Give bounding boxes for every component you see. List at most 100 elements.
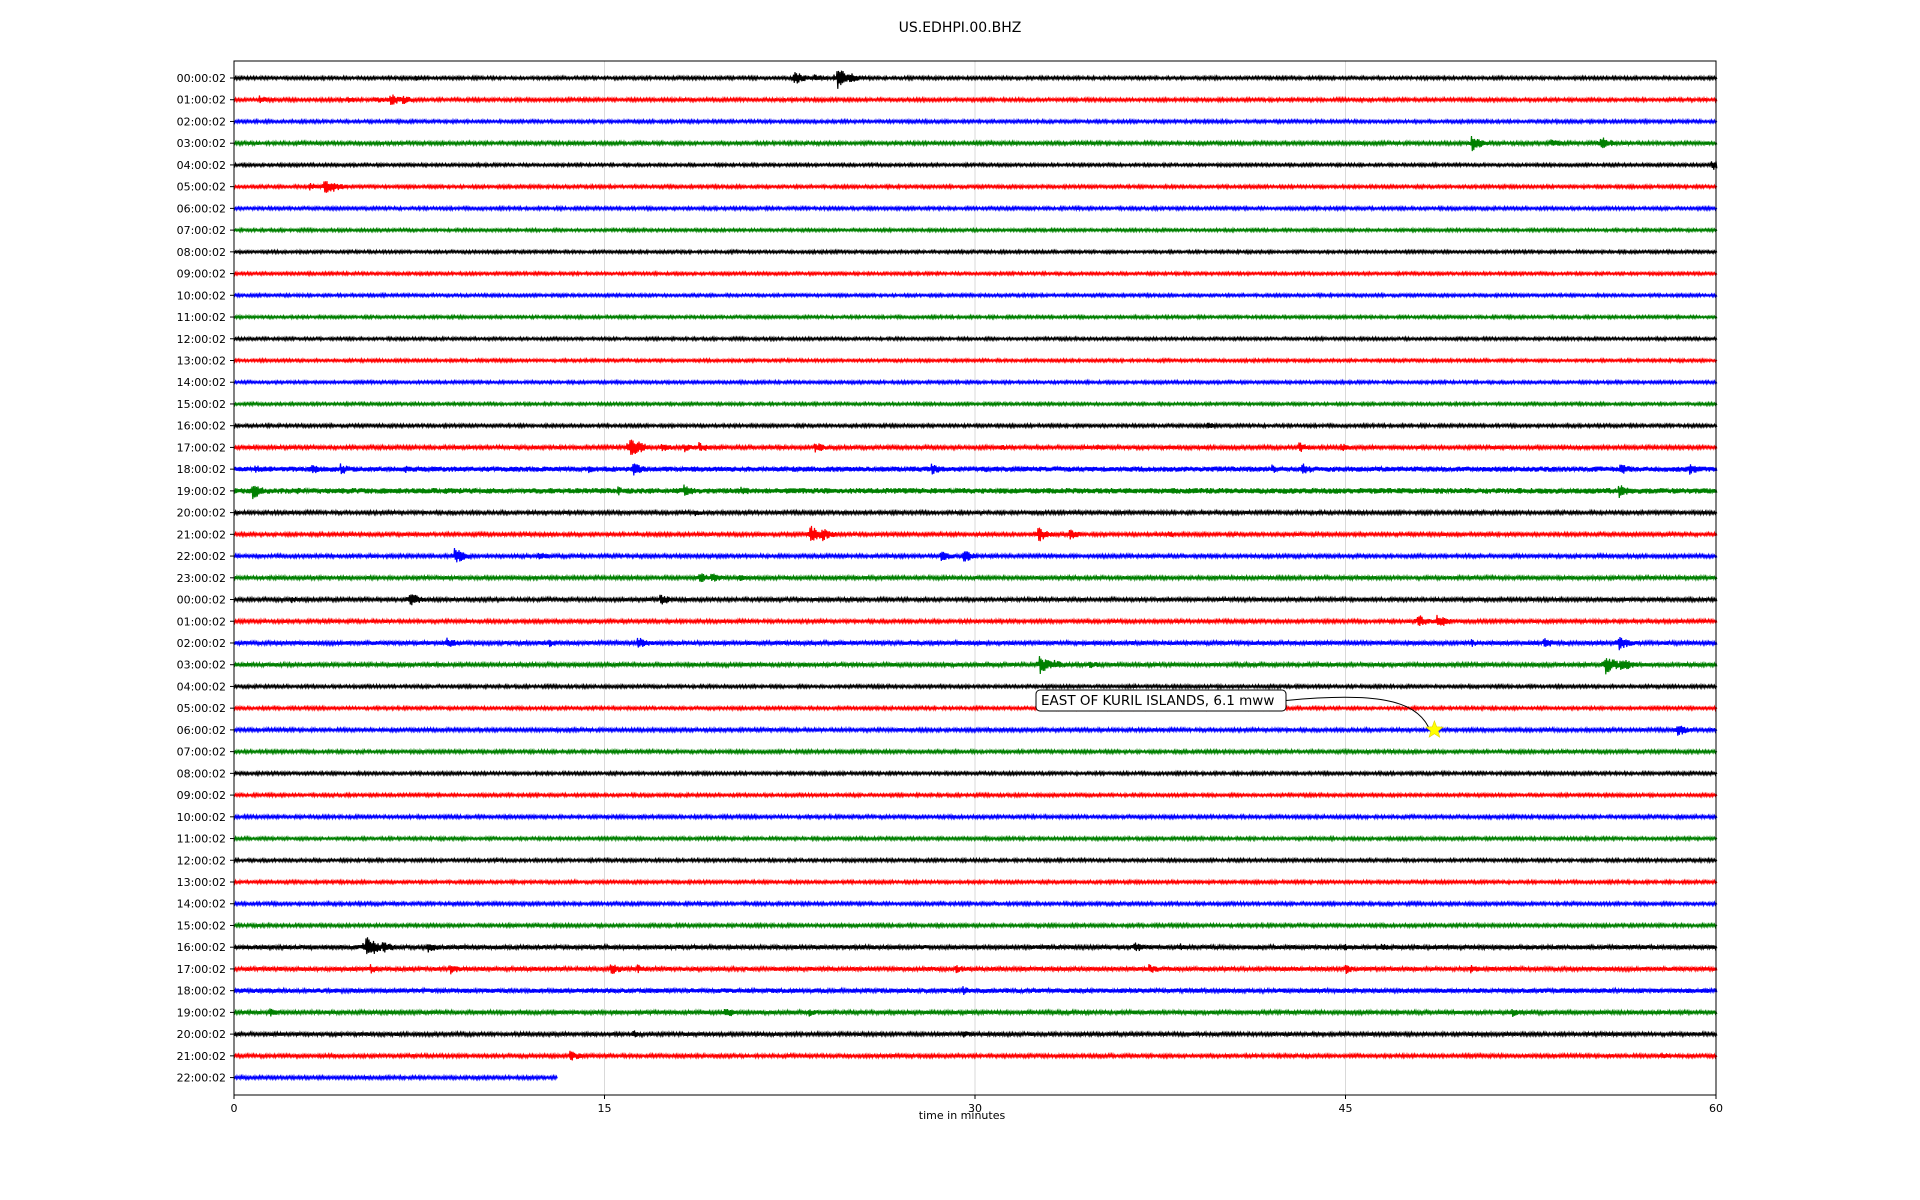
y-tick-label: 13:00:02 (177, 354, 226, 367)
trace-row (233, 636, 1718, 651)
y-tick-label: 11:00:02 (177, 311, 226, 324)
trace-row (233, 1008, 1718, 1018)
y-tick-label: 14:00:02 (177, 376, 226, 389)
y-tick-label: 11:00:02 (177, 833, 226, 846)
y-tick-label: 09:00:02 (177, 789, 226, 802)
y-tick-label: 20:00:02 (177, 507, 226, 520)
y-tick-label: 22:00:02 (177, 550, 226, 563)
y-tick-label: 09:00:02 (177, 268, 226, 281)
y-tick-label: 04:00:02 (177, 680, 226, 693)
trace-row (233, 594, 1718, 606)
trace-row (233, 614, 1718, 626)
trace-row (233, 161, 1718, 170)
y-tick-label: 18:00:02 (177, 463, 226, 476)
y-tick-label: 08:00:02 (177, 246, 226, 259)
y-tick-label: 02:00:02 (177, 115, 226, 128)
y-tick-label: 06:00:02 (177, 202, 226, 215)
trace-row (233, 248, 1718, 256)
trace-row (233, 135, 1718, 152)
y-tick-label: 00:00:02 (177, 72, 226, 85)
y-tick-label: 12:00:02 (177, 333, 226, 346)
trace-row (233, 899, 1718, 908)
annotation-box (1035, 689, 1287, 712)
y-tick-label: 20:00:02 (177, 1028, 226, 1041)
trace-row (233, 226, 1718, 234)
y-tick-label: 06:00:02 (177, 724, 226, 737)
trace-row (233, 986, 1718, 995)
y-tick-label: 17:00:02 (177, 963, 226, 976)
trace-row (233, 769, 1718, 778)
trace-row (233, 704, 1718, 713)
y-tick-label: 01:00:02 (177, 615, 226, 628)
trace-row (233, 356, 1718, 365)
y-tick-label: 22:00:02 (177, 1072, 226, 1085)
trace-row (233, 439, 1718, 455)
y-tick-label: 03:00:02 (177, 659, 226, 672)
trace-row (233, 1050, 1718, 1061)
y-tick-label: 12:00:02 (177, 854, 226, 867)
y-tick-label: 16:00:02 (177, 941, 226, 954)
trace-row (233, 400, 1718, 408)
y-tick-label: 04:00:02 (177, 159, 226, 172)
trace-row (233, 94, 1718, 106)
y-tick-label: 07:00:02 (177, 746, 226, 759)
x-tick-label: 0 (231, 1102, 238, 1115)
trace-row (233, 313, 1718, 321)
trace-row (233, 964, 1718, 975)
trace-row (233, 484, 1718, 500)
trace-row (233, 421, 1718, 430)
trace-row (233, 117, 1718, 126)
y-tick-label: 21:00:02 (177, 1050, 226, 1063)
trace-row (233, 525, 1718, 542)
x-tick-label: 45 (1339, 1102, 1353, 1115)
event-annotation: EAST OF KURIL ISLANDS, 6.1 mww (1035, 689, 1444, 738)
x-tick-label: 30 (968, 1102, 982, 1115)
y-tick-label: 23:00:02 (177, 572, 226, 585)
trace-row (233, 335, 1718, 343)
trace-row (233, 378, 1718, 386)
trace-row (233, 791, 1718, 799)
y-tick-label: 10:00:02 (177, 289, 226, 302)
trace-row (233, 921, 1718, 930)
event-star-marker (1425, 720, 1444, 738)
y-tick-label: 05:00:02 (177, 181, 226, 194)
trace-row (233, 856, 1718, 865)
y-tick-label: 00:00:02 (177, 594, 226, 607)
y-tick-labels: 00:00:02 01:00:02 02:00:02 03:00:02 04:00:02… (177, 72, 234, 1085)
x-axis-label: time in minutes (919, 1109, 1006, 1122)
trace-row (233, 682, 1718, 691)
trace-row (233, 937, 1718, 955)
y-tick-label: 19:00:02 (177, 1006, 226, 1019)
y-tick-label: 16:00:02 (177, 420, 226, 433)
y-tick-label: 19:00:02 (177, 485, 226, 498)
trace-row (233, 878, 1718, 886)
trace-row (233, 291, 1718, 300)
y-tick-label: 14:00:02 (177, 898, 226, 911)
y-tick-label: 01:00:02 (177, 94, 226, 107)
annotation-label: EAST OF KURIL ISLANDS, 6.1 mww (1041, 693, 1274, 709)
trace-row (233, 269, 1718, 278)
trace-row (233, 812, 1718, 821)
trace-row (233, 1029, 1718, 1039)
trace-row (233, 70, 1718, 89)
y-tick-label: 21:00:02 (177, 528, 226, 541)
trace-row (233, 725, 1718, 736)
y-tick-label: 05:00:02 (177, 702, 226, 715)
trace-row (233, 747, 1718, 756)
trace-row (233, 573, 1718, 583)
annotation-arrow (1285, 696, 1429, 728)
y-tick-label: 08:00:02 (177, 767, 226, 780)
y-tick-label: 15:00:02 (177, 398, 226, 411)
x-axis-ticks: 0 15 30 45 60 (231, 1095, 1723, 1115)
y-tick-label: 13:00:02 (177, 876, 226, 889)
y-tick-label: 10:00:02 (177, 811, 226, 824)
trace-row (233, 181, 1718, 193)
trace-row (233, 508, 1718, 517)
x-tick-label: 60 (1709, 1102, 1723, 1115)
trace-row (233, 463, 1718, 476)
trace-row (233, 834, 1718, 843)
trace-rows (233, 70, 1718, 1082)
y-tick-label: 15:00:02 (177, 919, 226, 932)
x-tick-label: 15 (598, 1102, 612, 1115)
